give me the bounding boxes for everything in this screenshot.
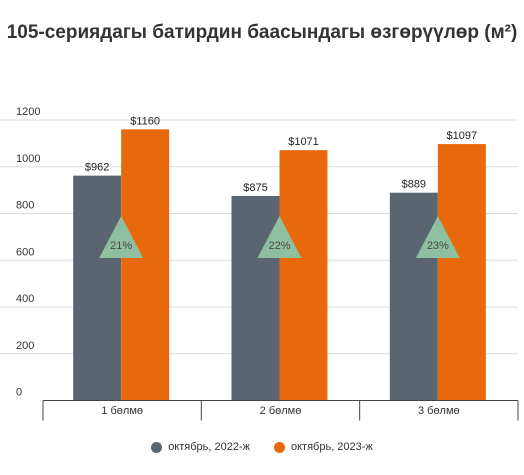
bar-2023 — [437, 144, 486, 401]
y-tick-label: 600 — [16, 246, 34, 258]
data-label-2023: $1071 — [288, 136, 319, 148]
x-tick-label: 2 бөлмө — [260, 405, 302, 417]
data-label-2022: $875 — [243, 182, 267, 194]
y-tick-label: 1000 — [16, 153, 40, 165]
legend-swatch-2022 — [151, 441, 163, 453]
legend-swatch-2023 — [274, 441, 285, 453]
y-tick-label: 400 — [16, 293, 34, 305]
bar-2023 — [121, 129, 170, 401]
bar-chart: 0 200 400 600 800 1000 1200 $962 $1160 21% 1 бөлмө… — [0, 106, 519, 421]
change-triangle-icon — [257, 216, 302, 258]
change-triangle-icon — [99, 216, 144, 258]
legend-label-2022: октябрь, 2022-ж — [168, 441, 250, 453]
x-tick-label: 3 бөлмө — [418, 405, 460, 417]
change-label: 22% — [268, 240, 290, 252]
legend: октябрь, 2022-ж октябрь, 2023-ж — [0, 441, 524, 453]
bar-2022 — [231, 195, 280, 401]
data-label-2023: $1160 — [130, 115, 160, 127]
change-triangle-icon — [415, 216, 460, 258]
chart-title: 105-сериядагы батирдин баасындагы өзгөрү… — [6, 22, 518, 43]
bar-2023 — [279, 150, 328, 401]
change-label: 21% — [110, 240, 132, 252]
bar-2022 — [389, 192, 438, 401]
bar-2022 — [73, 175, 122, 401]
legend-item-2023[interactable]: октябрь, 2023-ж — [274, 441, 373, 453]
legend-item-2022[interactable]: октябрь, 2022-ж — [151, 441, 250, 453]
y-tick-label: 800 — [16, 200, 34, 212]
y-tick-label: 1200 — [16, 106, 40, 118]
y-tick-label: 200 — [16, 340, 34, 352]
data-label-2023: $1097 — [447, 130, 478, 142]
legend-label-2023: октябрь, 2023-ж — [291, 441, 373, 453]
x-tick-label: 1 бөлмө — [101, 405, 143, 417]
data-label-2022: $962 — [85, 162, 109, 174]
data-label-2022: $889 — [402, 179, 426, 191]
y-tick-label: 0 — [16, 387, 22, 399]
change-label: 23% — [427, 240, 449, 252]
